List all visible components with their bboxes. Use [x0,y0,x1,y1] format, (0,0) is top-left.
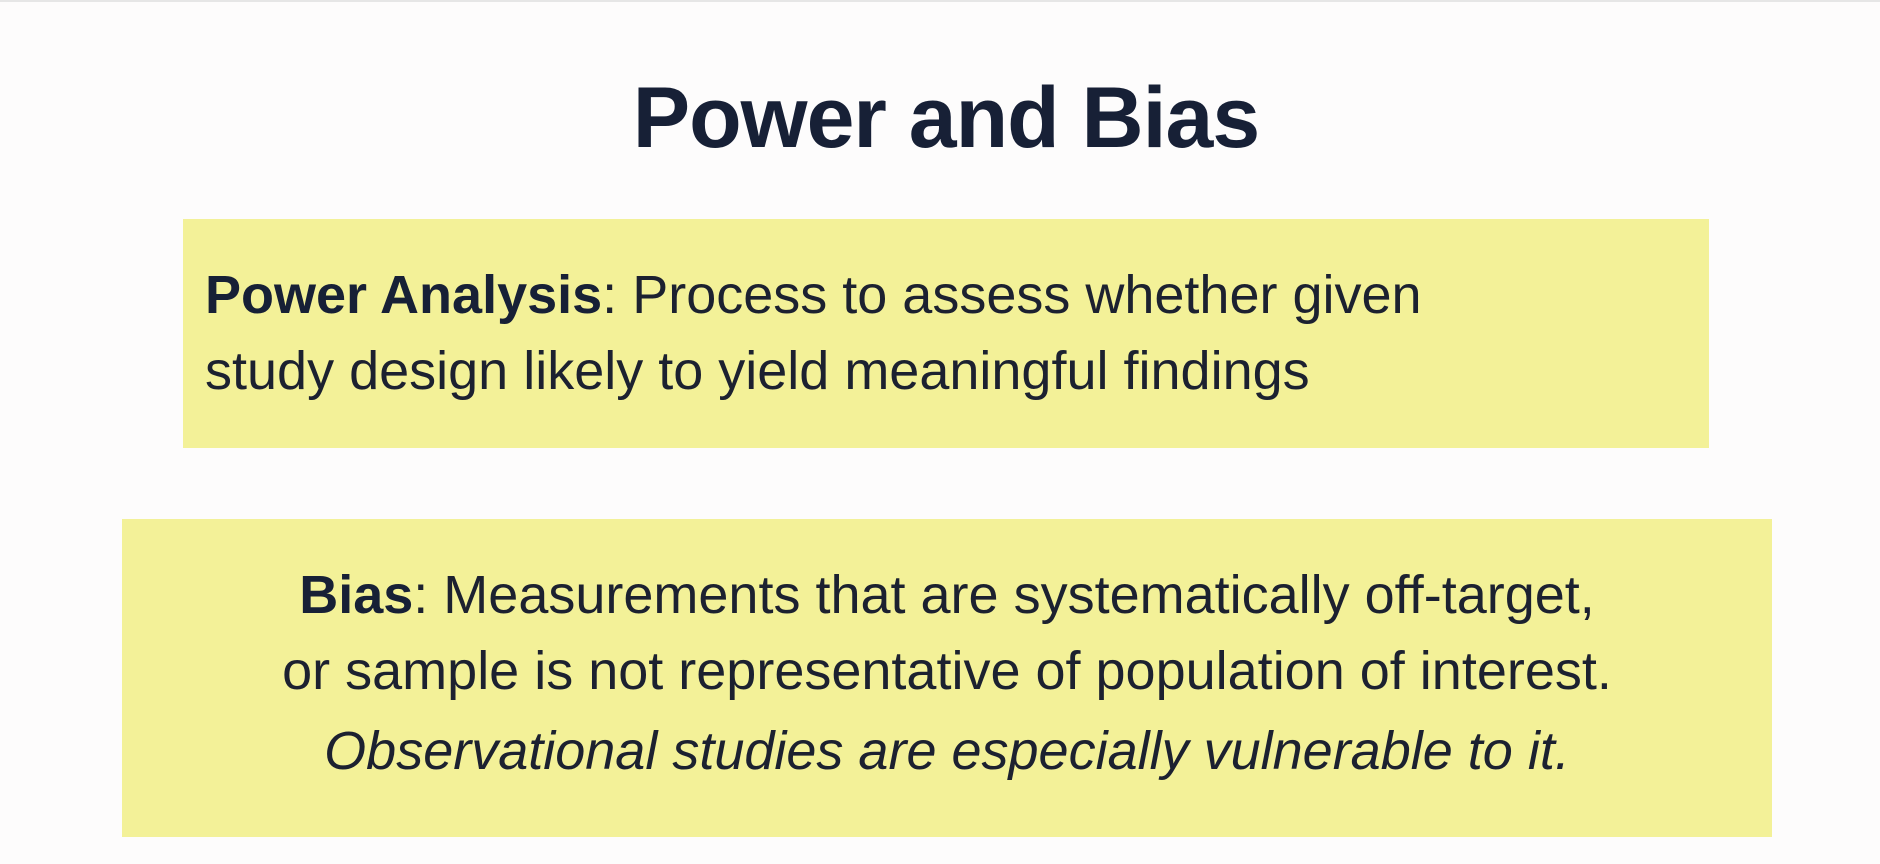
power-analysis-line-2: study design likely to yield meaningful … [205,341,1310,401]
bias-line-1: Bias: Measurements that are systematical… [122,557,1772,633]
bias-separator: : [413,565,429,625]
bias-term: Bias [299,565,414,625]
slide-title: Power and Bias [632,70,1260,166]
power-analysis-term: Power Analysis [205,265,603,325]
power-analysis-definition-start: Process to assess whether given [617,265,1422,325]
power-analysis-separator: : [602,265,618,325]
bias-definition-start: Measurements that are systematically off… [428,565,1595,625]
power-analysis-line-1: Power Analysis: Process to assess whethe… [205,257,1709,333]
power-analysis-box: Power Analysis: Process to assess whethe… [183,219,1709,448]
bias-line-2: or sample is not representative of popul… [282,641,1612,701]
bias-box: Bias: Measurements that are systematical… [122,519,1772,837]
bias-note: Observational studies are especially vul… [324,721,1570,781]
top-divider [0,0,1880,2]
